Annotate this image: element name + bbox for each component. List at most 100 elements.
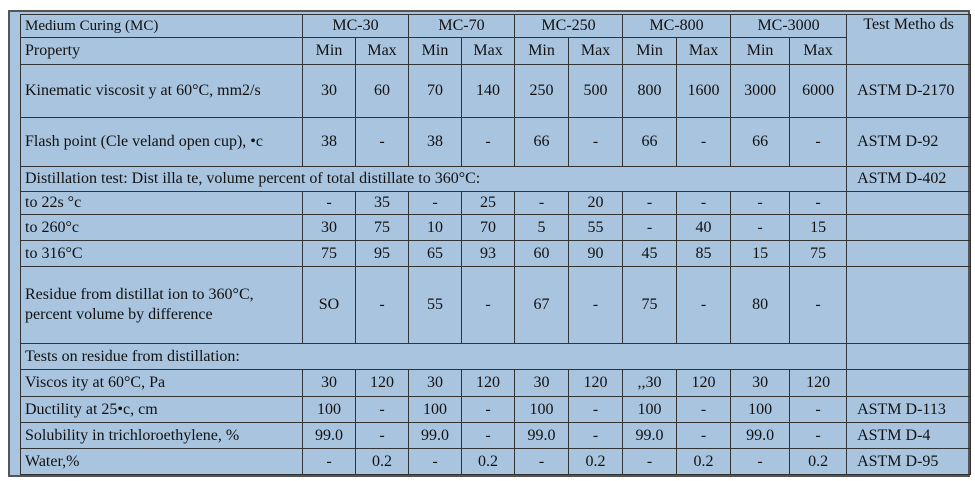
section-cell: Distillation test: Dist illa te, volume … [19, 166, 848, 192]
value-cell: 20 [568, 191, 624, 215]
value-cell: 0.2 [568, 448, 624, 475]
value-cell: 120 [676, 369, 732, 397]
value-cell: 93 [461, 240, 516, 267]
value-cell: 95 [354, 240, 410, 267]
value-cell: - [568, 422, 624, 449]
value-cell: 85 [676, 240, 732, 267]
value-cell: 38 [302, 117, 356, 167]
table-row: Solubility in trichloroethylene, % 99.0-9… [20, 422, 972, 449]
column-header: Min [730, 37, 791, 65]
value-cell: - [354, 396, 410, 423]
column-header: Min [514, 37, 570, 65]
method-cell [846, 369, 972, 397]
grade-header: MC-800 [622, 14, 732, 38]
grade-header: MC-70 [408, 14, 516, 38]
value-cell: 140 [461, 64, 516, 118]
column-header: Min [302, 37, 356, 65]
value-cell: - [461, 396, 516, 423]
value-cell: - [514, 191, 570, 215]
value-cell: 70 [408, 64, 463, 118]
method-cell [846, 266, 972, 344]
value-cell: 30 [730, 369, 791, 397]
value-cell: ,,30 [622, 369, 678, 397]
value-cell: - [622, 191, 678, 215]
column-header: Min [408, 37, 463, 65]
value-cell: - [622, 448, 678, 475]
value-cell: - [514, 448, 570, 475]
value-cell: 60 [514, 240, 570, 267]
value-cell: 120 [461, 369, 516, 397]
table-row: Medium Curing (MC) MC-30 MC-70 MC-250 MC-800… [20, 14, 972, 65]
value-cell: 5 [514, 214, 570, 241]
method-header: Test Metho ds [846, 14, 972, 65]
value-cell: 75 [302, 240, 356, 267]
value-cell: 45 [622, 240, 678, 267]
value-cell: - [354, 422, 410, 449]
value-cell: 120 [354, 369, 410, 397]
table-row: to 316°C 75 95 65 93 60 90 45 85 15 75 [20, 240, 972, 267]
value-cell: 75 [789, 240, 848, 267]
value-cell: 70 [461, 214, 516, 241]
value-cell: - [302, 191, 356, 215]
table-row: Kinematic viscosit y at 60°C, mm2/s 30 60 7… [20, 64, 972, 118]
value-cell: 800 [622, 64, 678, 118]
value-cell: 6000 [789, 64, 848, 118]
column-header: Max [354, 37, 410, 65]
value-cell: - [789, 266, 848, 344]
page: Medium Curing (MC) MC-30 MC-70 MC-250 MC-800… [8, 10, 972, 477]
value-cell: - [789, 191, 848, 215]
value-cell: 66 [730, 117, 791, 167]
value-cell: 40 [676, 214, 732, 241]
value-cell: - [622, 214, 678, 241]
property-cell: Solubility in trichloroethylene, % [20, 422, 303, 449]
value-cell: 3000 [730, 64, 791, 118]
value-cell: - [461, 266, 516, 344]
value-cell: 38 [408, 117, 463, 167]
value-cell: 1600 [676, 64, 732, 118]
value-cell: 99.0 [408, 422, 463, 449]
column-header: Max [568, 37, 624, 65]
property-cell: Viscos ity at 60°C, Pa [20, 369, 303, 397]
value-cell: 0.2 [461, 448, 516, 475]
value-cell: 30 [302, 369, 356, 397]
method-cell [846, 240, 972, 267]
value-cell: - [789, 396, 848, 423]
value-cell: - [568, 117, 624, 167]
property-cell: to 260°c [20, 214, 303, 241]
table-row: Water,% -0.2-0.2-0.2-0.2-0.2 ASTM D-95 [20, 448, 972, 475]
column-header: Max [676, 37, 732, 65]
value-cell: 120 [789, 369, 848, 397]
value-cell: 30 [302, 64, 356, 118]
value-cell: 99.0 [302, 422, 356, 449]
property-header: Property [20, 37, 303, 65]
value-cell: - [408, 448, 463, 475]
value-cell: 100 [302, 396, 356, 423]
table-row: to 22s °c -35-25-20- - - - [20, 191, 972, 215]
value-cell: 99.0 [730, 422, 791, 449]
value-cell: 500 [568, 64, 624, 118]
method-cell [846, 191, 972, 215]
value-cell: 60 [354, 64, 410, 118]
table-row: to 260°c 30 75 10 70 5 55-40-15 [20, 214, 972, 241]
value-cell: - [730, 448, 791, 475]
property-cell: Kinematic viscosit y at 60°C, mm2/s [20, 64, 303, 118]
grade-header: MC-250 [514, 14, 624, 38]
value-cell: - [676, 422, 732, 449]
value-cell: - [354, 117, 410, 167]
section-cell: Tests on residue from distillation: [19, 343, 848, 370]
property-cell: Residue from distillat ion to 360°C, per… [20, 266, 303, 344]
value-cell: 90 [568, 240, 624, 267]
property-cell: Water,% [20, 448, 303, 475]
value-cell: - [789, 117, 848, 167]
value-cell: 120 [568, 369, 624, 397]
value-cell: 100 [408, 396, 463, 423]
table-row: Distillation test: Dist illa te, volume … [19, 166, 972, 192]
value-cell: 100 [730, 396, 791, 423]
method-cell [846, 343, 972, 370]
property-cell: Ductility at 25•c, cm [20, 396, 303, 423]
property-cell: to 316°C [20, 240, 303, 267]
method-cell: ASTM D-113 [846, 396, 972, 423]
value-cell: - [302, 448, 356, 475]
property-cell: Flash point (Cle veland open cup), •c [20, 117, 303, 167]
method-cell: ASTM D-92 [846, 117, 972, 167]
